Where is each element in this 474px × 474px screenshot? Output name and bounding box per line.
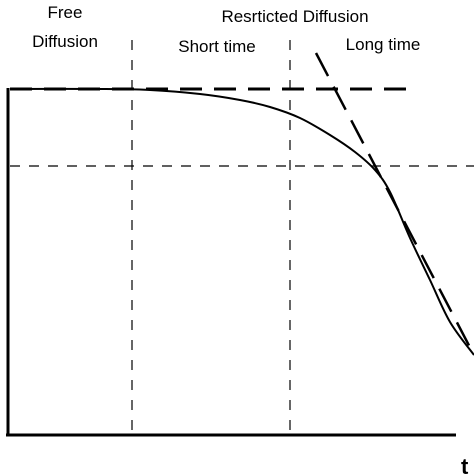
signal-curve <box>9 87 474 356</box>
free-label-line1: Free <box>48 3 83 22</box>
short-time-label: Short time <box>178 37 255 56</box>
long-time-label: Long time <box>346 35 421 54</box>
free-label-line2: Diffusion <box>32 32 98 51</box>
restricted-label: Resrticted Diffusion <box>221 7 368 26</box>
x-axis-label: t <box>461 454 469 474</box>
